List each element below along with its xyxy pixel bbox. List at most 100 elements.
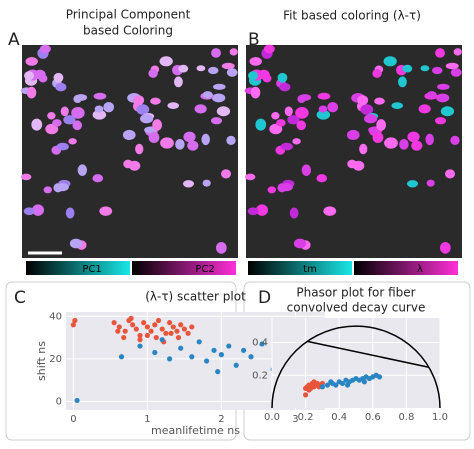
- cell: [92, 109, 107, 120]
- cell: [263, 44, 275, 54]
- point: [72, 317, 78, 324]
- x-tick-label: 0.6: [365, 412, 381, 423]
- cell: [383, 56, 397, 67]
- cell: [425, 133, 434, 146]
- x-tick-label: 3: [292, 414, 298, 425]
- cell: [216, 106, 231, 117]
- cell: [289, 207, 299, 219]
- cell: [52, 119, 62, 127]
- cell: [150, 97, 161, 105]
- cell: [23, 207, 35, 216]
- cell: [148, 68, 158, 78]
- cell: [316, 174, 328, 183]
- cell: [68, 138, 77, 145]
- x-tick-label: 0.0: [264, 412, 280, 423]
- cell: [31, 118, 43, 131]
- cell: [160, 137, 174, 149]
- cell: [318, 105, 328, 113]
- cell: [357, 95, 369, 106]
- cell: [216, 241, 227, 254]
- cell: [360, 104, 374, 115]
- cell: [426, 91, 437, 99]
- cell: [202, 91, 213, 99]
- cell: [201, 133, 210, 146]
- cell: [24, 71, 35, 81]
- cell: [148, 131, 160, 144]
- cell: [445, 169, 456, 179]
- cell: [295, 107, 309, 119]
- point: [130, 322, 136, 328]
- point: [248, 354, 254, 360]
- point: [153, 334, 159, 341]
- y-tick-label: 0.2: [252, 370, 268, 381]
- point: [241, 347, 247, 353]
- cell: [20, 173, 32, 181]
- cell: [287, 115, 300, 125]
- point: [361, 379, 367, 385]
- point: [167, 320, 173, 326]
- point: [122, 328, 128, 334]
- cell: [56, 183, 69, 192]
- cell: [60, 106, 69, 117]
- cell: [226, 68, 238, 77]
- cell: [284, 106, 293, 117]
- point: [196, 339, 202, 345]
- cell: [56, 142, 69, 151]
- cell: [32, 204, 45, 216]
- colorbar: [26, 261, 130, 275]
- cell: [178, 64, 189, 73]
- point: [226, 343, 232, 349]
- cell: [352, 160, 365, 171]
- cell: [450, 135, 460, 146]
- point: [311, 379, 317, 385]
- cell: [267, 186, 277, 194]
- cell: [159, 56, 173, 67]
- cell: [53, 72, 64, 83]
- cell: [77, 164, 88, 176]
- point: [167, 356, 173, 362]
- cell: [364, 113, 378, 124]
- colorbar-label: PC1: [82, 264, 101, 275]
- cell: [269, 123, 283, 135]
- colorbar: [248, 261, 352, 275]
- point: [218, 352, 224, 358]
- panel-label: B: [248, 30, 260, 50]
- cell: [420, 65, 430, 72]
- colorbar: [132, 261, 236, 275]
- cell: [226, 135, 236, 146]
- point: [159, 326, 165, 332]
- cell: [47, 111, 56, 120]
- point: [189, 354, 195, 360]
- point: [141, 320, 147, 326]
- point: [328, 379, 334, 385]
- panel-label: A: [8, 30, 20, 50]
- cell: [103, 102, 115, 113]
- chart-title: Phasor plot for fiber: [296, 286, 415, 300]
- cell: [432, 66, 443, 75]
- point: [74, 397, 80, 404]
- colorbar-label: tm: [303, 264, 317, 275]
- point: [215, 369, 221, 375]
- cell: [327, 102, 339, 113]
- cell: [229, 48, 238, 56]
- point: [137, 332, 143, 339]
- cell: [398, 76, 407, 88]
- cell: [174, 76, 183, 88]
- point: [175, 334, 182, 341]
- cell: [221, 62, 235, 70]
- cell: [43, 186, 53, 194]
- panel-label: D: [258, 288, 271, 308]
- cell: [93, 92, 107, 100]
- cell: [136, 104, 150, 115]
- point: [259, 341, 265, 347]
- cell: [94, 105, 104, 113]
- cell: [122, 129, 136, 141]
- reference-line: [307, 340, 429, 368]
- cell: [71, 107, 85, 119]
- cell: [434, 117, 447, 125]
- panel-title: Fit based coloring (λ-τ): [283, 9, 421, 23]
- cell: [212, 93, 226, 103]
- cell: [175, 138, 185, 150]
- cell: [426, 179, 435, 187]
- cell: [25, 57, 38, 66]
